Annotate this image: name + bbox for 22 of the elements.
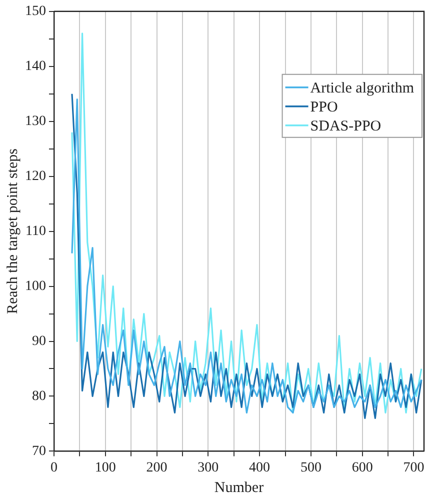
x-tick-label: 700 [403,460,424,476]
x-tick-label: 500 [300,460,322,476]
y-tick-label: 70 [32,444,46,459]
legend-label: SDAS-PPO [310,118,382,134]
y-tick-label: 150 [25,4,46,20]
x-tick-label: 200 [146,460,168,476]
y-axis-title: Reach the target point steps [4,148,21,314]
legend-label: Article algorithm [310,80,414,96]
y-tick-label: 100 [25,278,46,294]
x-tick-label: 0 [50,460,58,476]
y-tick-label: 80 [32,388,46,404]
y-tick-label: 130 [25,114,46,130]
x-tick-label: 100 [94,460,116,476]
x-tick-label: 600 [352,460,373,476]
y-tick-label: 120 [25,168,46,184]
y-tick-label: 140 [25,59,46,74]
y-tick-label: 90 [32,334,46,349]
x-axis-title: Number [214,480,264,496]
x-tick-label: 300 [198,460,219,476]
x-tick-label: 400 [249,460,270,476]
y-tick-label: 110 [26,224,46,239]
legend-label: PPO [310,99,338,116]
